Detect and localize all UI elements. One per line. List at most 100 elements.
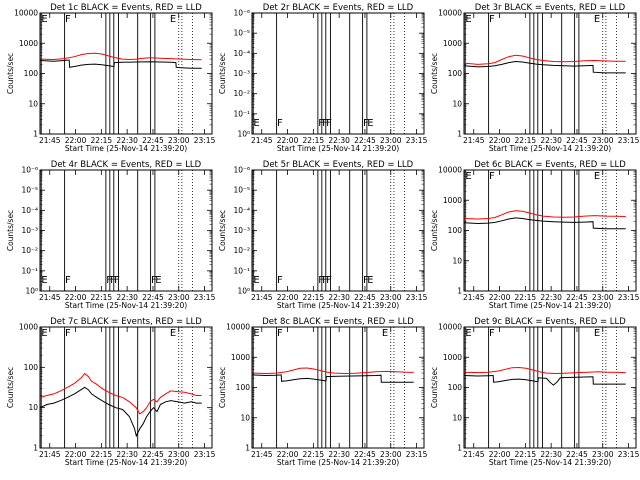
flag-label: E: [253, 275, 259, 286]
x-tick-label: 22:30: [540, 136, 562, 145]
x-tick-label: 22:15: [515, 450, 537, 459]
x-tick-label: 23:15: [194, 136, 216, 145]
flag-label: F: [65, 275, 71, 286]
lld-series-line: [251, 367, 414, 375]
flag-label: E: [465, 14, 471, 25]
lld-series-line: [39, 52, 202, 61]
plot-frame: [251, 169, 425, 292]
panel-title: Det 3r BLACK = Events, RED = LLD: [475, 3, 626, 13]
x-tick-label: 21:45: [463, 293, 485, 302]
y-axis-label: Counts/sec: [430, 53, 439, 94]
x-tick-label: 21:45: [251, 136, 273, 145]
x-tick-label: 22:00: [489, 136, 511, 145]
flag-label: F: [489, 328, 495, 339]
x-tick-label: 21:45: [251, 293, 273, 302]
x-axis-label: Start Time (25-Nov-14 21:39:20): [277, 144, 399, 153]
events-series-line: [251, 374, 414, 383]
y-axis-label: Counts/sec: [430, 367, 439, 408]
y-tick-label: 10⁻⁵: [21, 186, 38, 195]
events-series-line: [463, 217, 626, 230]
y-tick-label: 10⁻¹: [233, 266, 250, 275]
x-tick-label: 22:00: [489, 450, 511, 459]
flag-label: F: [114, 275, 120, 286]
x-tick-label: 22:45: [142, 136, 164, 145]
plot-frame: [251, 326, 425, 449]
x-tick-label: 23:15: [194, 293, 216, 302]
flag-label: E: [253, 118, 259, 129]
y-tick-label: 10⁻¹: [233, 109, 250, 118]
x-tick-label: 23:15: [618, 136, 640, 145]
y-tick-label: 1: [457, 287, 462, 296]
plot-frame: [463, 12, 637, 135]
x-tick-label: 21:45: [251, 450, 273, 459]
flag-label: F: [277, 118, 283, 129]
flag-label: E: [367, 275, 373, 286]
flag-label: F: [363, 275, 369, 286]
y-tick-label: 10⁻¹: [21, 266, 38, 275]
flag-label: E: [367, 118, 373, 129]
events-series-line: [39, 59, 202, 69]
x-tick-label: 22:15: [91, 293, 113, 302]
x-tick-label: 22:30: [540, 293, 562, 302]
y-tick-label: 1000: [19, 323, 38, 332]
y-tick-label: 10⁻³: [233, 69, 250, 78]
flag-label: E: [465, 328, 471, 339]
x-tick-label: 23:00: [592, 136, 614, 145]
x-tick-label: 22:30: [328, 450, 350, 459]
y-tick-label: 1000: [231, 353, 250, 362]
x-tick-label: 21:45: [39, 450, 61, 459]
y-axis-label: Counts/sec: [218, 53, 227, 94]
flag-label: F: [65, 14, 71, 25]
events-series-line: [463, 374, 626, 386]
flag-label: F: [151, 275, 157, 286]
plot-frame: [39, 169, 213, 292]
y-tick-label: 1: [457, 444, 462, 453]
flag-label: F: [106, 275, 112, 286]
x-tick-label: 23:00: [168, 450, 190, 459]
y-tick-label: 10: [452, 256, 462, 265]
y-tick-label: 10⁰: [237, 287, 250, 296]
plot-frame: [39, 12, 213, 135]
x-tick-label: 22:00: [65, 450, 87, 459]
x-tick-label: 22:00: [277, 293, 299, 302]
x-tick-label: 23:00: [592, 293, 614, 302]
x-axis-label: Start Time (25-Nov-14 21:39:20): [277, 458, 399, 467]
y-tick-label: 100: [236, 383, 251, 392]
y-tick-label: 10000: [438, 166, 462, 175]
flag-label: E: [594, 328, 600, 339]
y-tick-label: 10: [28, 99, 38, 108]
x-tick-label: 21:45: [463, 450, 485, 459]
y-tick-label: 100: [448, 226, 463, 235]
x-tick-label: 22:00: [277, 450, 299, 459]
y-tick-label: 10⁻²: [233, 246, 250, 255]
x-tick-label: 22:45: [354, 293, 376, 302]
x-tick-label: 23:15: [618, 450, 640, 459]
panel-title: Det 2r BLACK = Events, RED = LLD: [263, 3, 414, 13]
flag-label: F: [322, 275, 328, 286]
x-tick-label: 22:30: [116, 293, 138, 302]
flag-label: E: [41, 14, 47, 25]
flag-label: F: [277, 328, 283, 339]
flag-label: E: [465, 171, 471, 182]
flag-label: E: [382, 328, 388, 339]
y-tick-label: 10⁻⁴: [233, 206, 250, 215]
panel-title: Det 6c BLACK = Events, RED = LLD: [474, 160, 626, 170]
flag-label: F: [110, 275, 116, 286]
flag-label: F: [318, 118, 324, 129]
y-tick-label: 10⁻⁵: [233, 29, 250, 38]
x-tick-label: 22:30: [328, 293, 350, 302]
x-axis-label: Start Time (25-Nov-14 21:39:20): [277, 301, 399, 310]
panel-title: Det 1c BLACK = Events, RED = LLD: [50, 3, 202, 13]
y-axis-label: Counts/sec: [218, 210, 227, 251]
x-tick-label: 22:45: [142, 293, 164, 302]
x-tick-label: 22:15: [303, 450, 325, 459]
x-tick-label: 22:30: [540, 450, 562, 459]
x-tick-label: 23:15: [618, 293, 640, 302]
x-tick-label: 22:00: [277, 136, 299, 145]
x-tick-label: 23:00: [380, 293, 402, 302]
flag-label: E: [155, 275, 161, 286]
